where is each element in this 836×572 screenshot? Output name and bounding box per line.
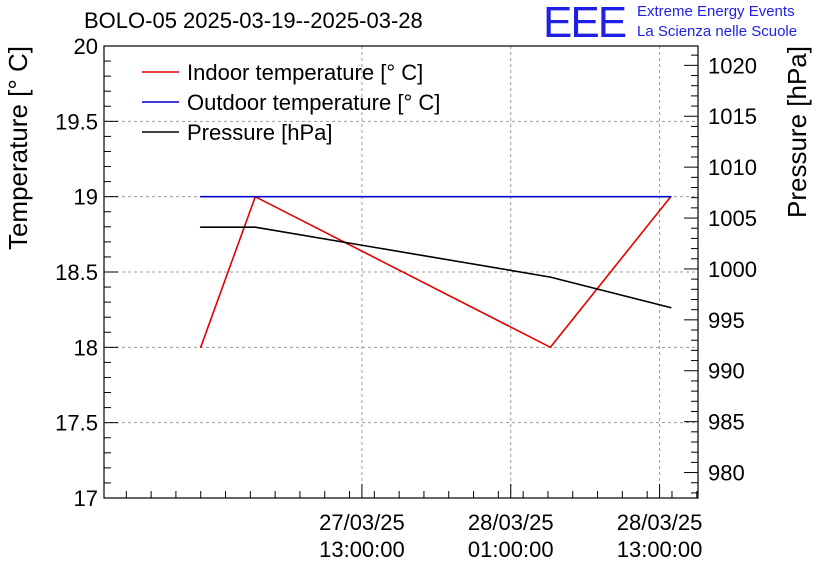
y2-tick-label: 1000	[708, 257, 757, 282]
y2-tick-label: 1010	[708, 155, 757, 180]
series-line-0	[199, 195, 672, 349]
series-line-2	[200, 226, 671, 309]
y-axis-label: Temperature [° C]	[3, 46, 33, 250]
x-tick-date-label: 28/03/25	[617, 510, 703, 535]
y2-tick-label: 1020	[708, 53, 757, 78]
y-tick-label: 17.5	[55, 411, 98, 436]
y2-tick-label: 1015	[708, 104, 757, 129]
y2-tick-label: 985	[708, 410, 745, 435]
y-tick-label: 17	[74, 486, 98, 511]
legend-label-1: Outdoor temperature [° C]	[187, 90, 440, 115]
y2-tick-label: 995	[708, 308, 745, 333]
x-tick-time-label: 01:00:00	[468, 537, 554, 562]
y-tick-label: 20	[74, 34, 98, 59]
axes: 17 17.5 18 18.5 19 19.5 20 980 985 990 995 1000 1005…	[55, 34, 757, 562]
y2-tick-label: 990	[708, 359, 745, 384]
y-tick-label: 18	[74, 335, 98, 360]
y-tick-label: 19.5	[55, 109, 98, 134]
data-point	[199, 346, 202, 349]
data-point	[199, 226, 202, 229]
data-point	[669, 306, 672, 309]
x-tick-time-label: 13:00:00	[319, 537, 405, 562]
legend-label-2: Pressure [hPa]	[187, 120, 333, 145]
legend-label-0: Indoor temperature [° C]	[187, 60, 423, 85]
chart-title: BOLO-05 2025-03-19--2025-03-28	[84, 8, 423, 33]
y-tick-label: 19	[74, 185, 98, 210]
legend: Indoor temperature [° C] Outdoor temperat…	[142, 60, 440, 145]
org-name-line2: La Scienza nelle Scuole	[637, 23, 798, 40]
org-name-line1: Extreme Energy Events	[637, 3, 795, 20]
x-tick-date-label: 28/03/25	[468, 510, 554, 535]
data-point	[549, 346, 552, 349]
series-lines	[199, 195, 672, 349]
y2-tick-label: 1005	[708, 206, 757, 231]
x-tick-time-label: 13:00:00	[617, 537, 703, 562]
y2-tick-label: 980	[708, 461, 745, 486]
data-point	[669, 195, 672, 198]
y2-axis-label: Pressure [hPa]	[782, 46, 812, 218]
data-point	[549, 276, 552, 278]
data-point	[199, 195, 202, 198]
y-tick-label: 18.5	[55, 260, 98, 285]
data-point	[254, 226, 257, 229]
x-tick-date-label: 27/03/25	[319, 510, 405, 535]
eee-logo: EEE	[543, 0, 627, 47]
